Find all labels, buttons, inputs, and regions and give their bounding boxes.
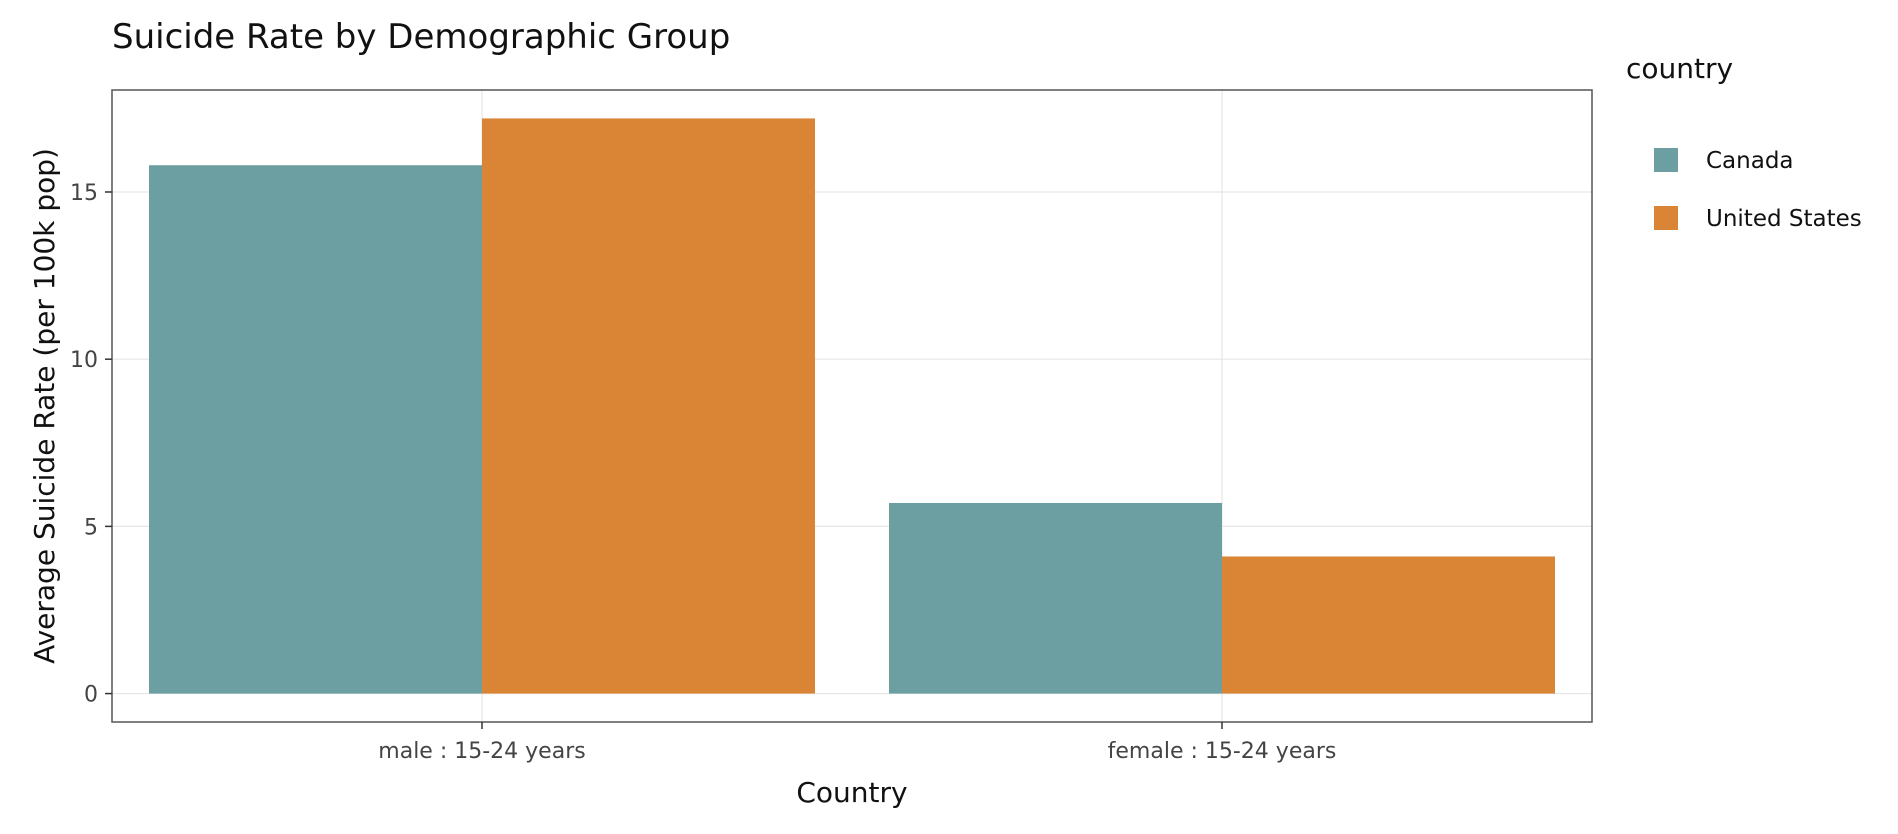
bar-canada-0: [149, 165, 482, 694]
legend-swatch: [1654, 148, 1678, 172]
x-tick-label: female : 15-24 years: [1108, 739, 1337, 764]
y-axis-ticks: 0 5 10 15: [70, 181, 112, 708]
x-axis-title: Country: [796, 776, 907, 809]
x-tick-label: male : 15-24 years: [378, 739, 585, 764]
plot-panel-border: [111, 89, 1593, 723]
legend-label: Canada: [1706, 148, 1794, 174]
y-tick-label: 10: [70, 348, 98, 373]
y-tick-label: 15: [70, 181, 98, 206]
bars: [149, 118, 1555, 694]
y-tick-label: 5: [84, 515, 98, 540]
y-axis-title: Average Suicide Rate (per 100k pop): [28, 148, 61, 664]
legend-items: Canada United States: [1654, 148, 1862, 232]
legend-label: United States: [1706, 206, 1862, 232]
bar-united-states-1: [1222, 556, 1555, 694]
x-axis-ticks: male : 15-24 years female : 15-24 years: [378, 722, 1336, 764]
y-tick-label: 0: [84, 683, 98, 708]
bar-canada-1: [889, 502, 1222, 694]
legend-swatch: [1654, 206, 1678, 230]
legend: country Canada United States: [1626, 52, 1862, 232]
chart-title: Suicide Rate by Demographic Group: [112, 17, 730, 57]
bar-united-states-0: [482, 118, 815, 694]
legend-title: country: [1626, 52, 1733, 85]
